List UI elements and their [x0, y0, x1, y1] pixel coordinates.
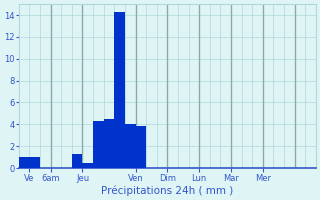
- Bar: [135, 126, 146, 168]
- Bar: [19, 157, 29, 168]
- Bar: [29, 157, 40, 168]
- Bar: [125, 124, 135, 168]
- Bar: [93, 121, 104, 168]
- Bar: [72, 154, 83, 168]
- X-axis label: Précipitations 24h ( mm ): Précipitations 24h ( mm ): [101, 185, 234, 196]
- Bar: [83, 163, 93, 168]
- Bar: [114, 12, 125, 168]
- Bar: [104, 119, 114, 168]
